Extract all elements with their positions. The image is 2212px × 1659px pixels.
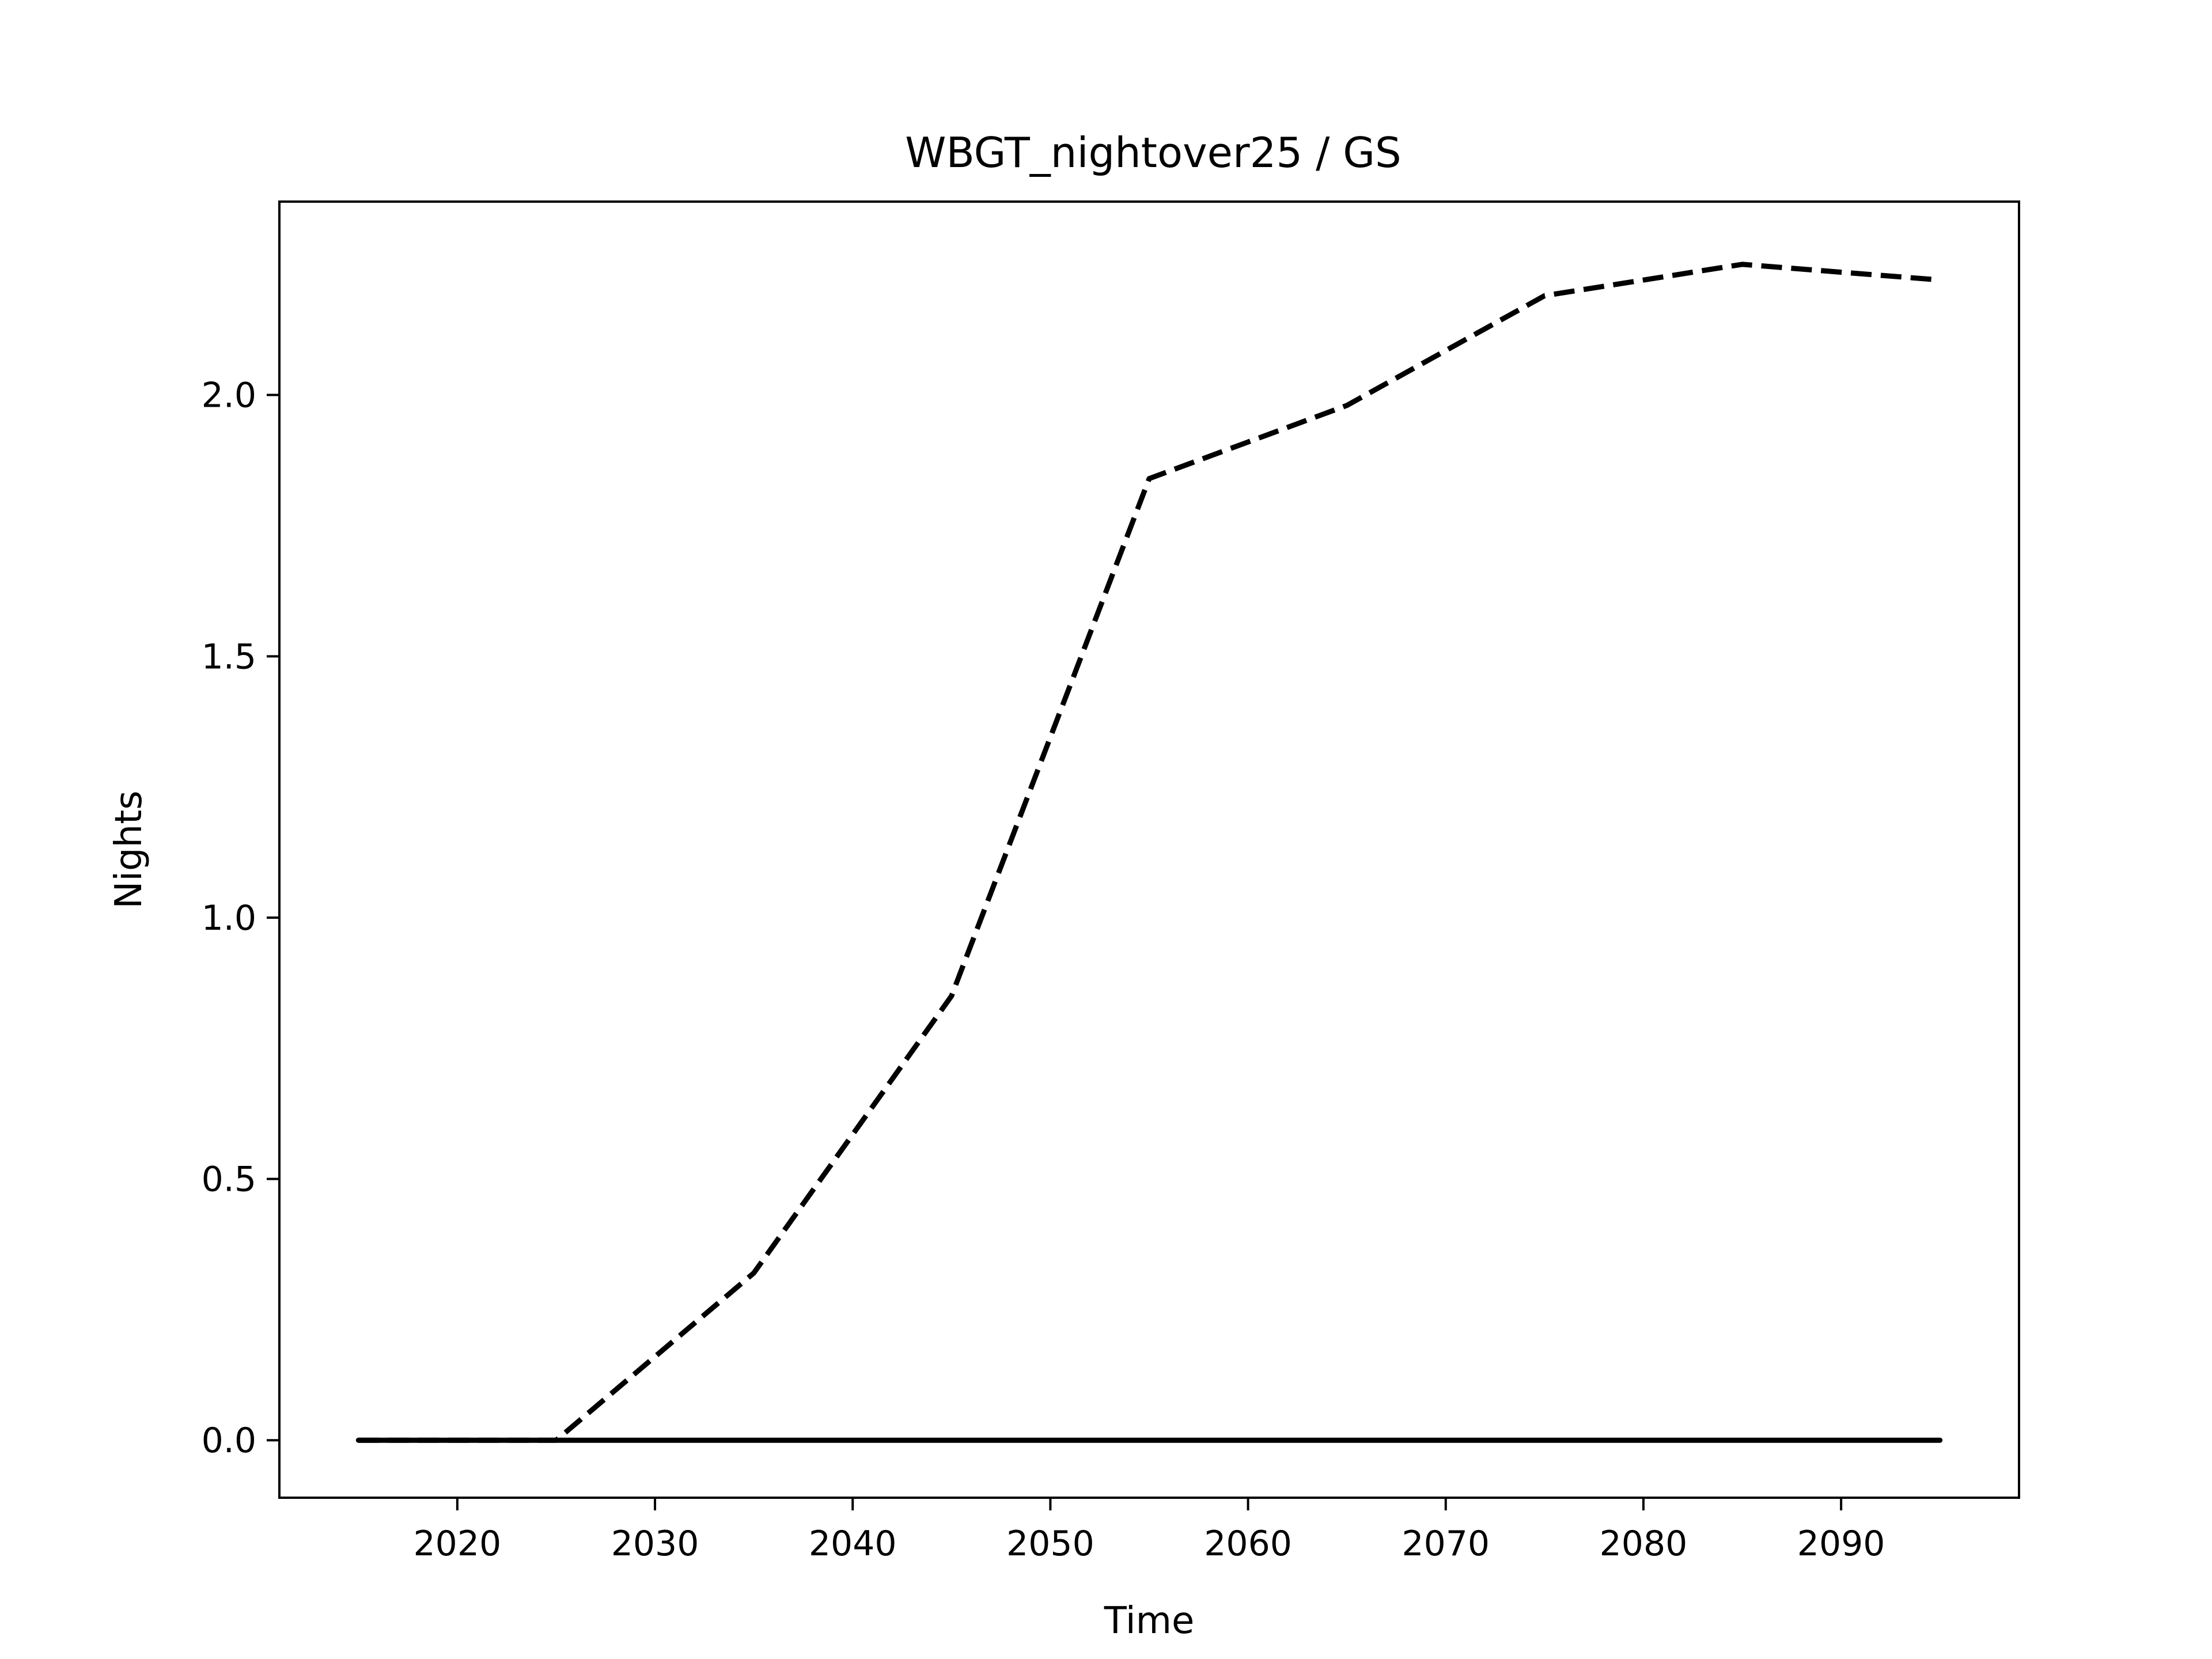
plot-frame [278,200,2020,1499]
x-tick-label: 2020 [414,1524,502,1564]
chart-title: WBGT_nightover25 / GS [905,128,1401,177]
y-tick-label: 2.0 [202,376,256,416]
plot-background [279,202,2019,1498]
series-line-1-dashed [358,262,1941,1443]
x-tick-label: 2030 [611,1524,699,1564]
y-axis: 0.0 0.5 1.0 1.5 2.0 [202,376,279,1461]
y-tick-label: 0.0 [202,1421,256,1461]
y-axis-label: Nights [108,790,150,908]
x-axis-label: Time [1104,1600,1195,1642]
y-tick-label: 1.5 [202,637,256,677]
y-tick-label: 0.5 [202,1160,256,1200]
x-tick-label: 2090 [1797,1524,1885,1564]
plot-area [278,200,2020,1499]
x-tick-label: 2070 [1402,1524,1490,1564]
x-tick-label: 2040 [809,1524,897,1564]
x-axis: 2020 2030 2040 2050 2060 2070 2080 2090 [414,1498,1885,1564]
series-layer [355,262,1943,1443]
x-tick-label: 2080 [1600,1524,1688,1564]
x-tick-label: 2050 [1006,1524,1094,1564]
x-tick-label: 2060 [1204,1524,1292,1564]
y-tick-label: 1.0 [202,898,256,938]
